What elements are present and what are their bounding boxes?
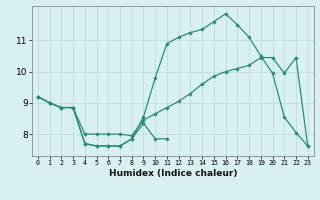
X-axis label: Humidex (Indice chaleur): Humidex (Indice chaleur) <box>108 169 237 178</box>
